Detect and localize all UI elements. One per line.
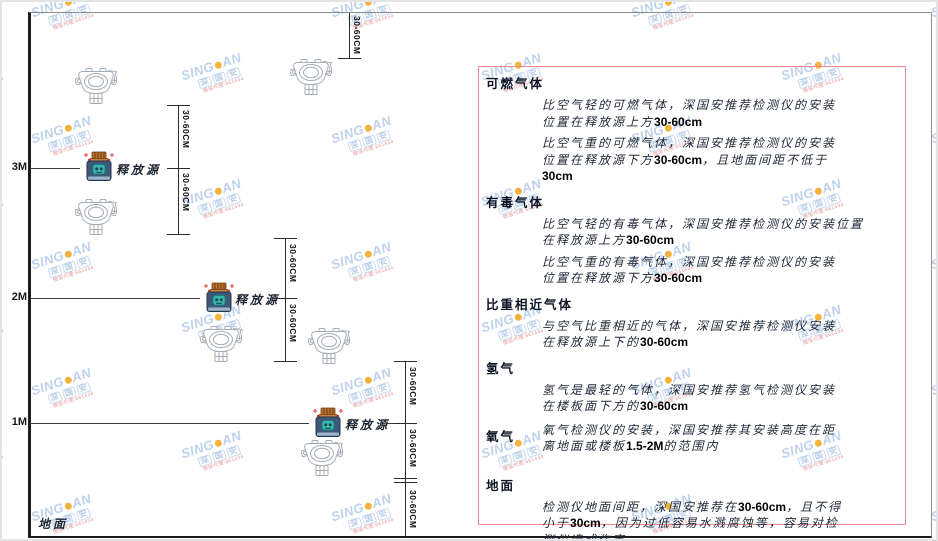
dimension-label: 30-60CM — [181, 110, 191, 149]
dimension-tick — [167, 168, 190, 169]
section-heading: 比重相近气体 — [486, 297, 574, 312]
guideline-section: 氢气 氢气是最轻的气体，深国安推荐氢气检测仪安装 在楼板面下方的30-60cm — [486, 358, 897, 415]
section-heading: 可燃气体 — [486, 77, 545, 91]
guideline-section: 地面 检测仪地面间距，深国安推荐在30-60cm，且不得 小于30cm，因为过低容… — [486, 475, 897, 541]
dimension-label: 30-60CM — [181, 173, 191, 212]
guideline-section: 可燃气体 比空气轻的可燃气体，深国安推荐检测仪的安装 位置在释放源上方30-60c… — [486, 73, 897, 185]
dimension-label: 30-60CM — [288, 244, 298, 283]
dimension-tick — [394, 482, 417, 483]
section-paragraph: 比空气重的有毒气体，深国安推荐检测仪的安装 位置在释放源下方30-60cm — [542, 254, 837, 286]
guideline-panel: 可燃气体 比空气轻的可燃气体，深国安推荐检测仪的安装 位置在释放源上方30-60c… — [478, 66, 906, 539]
dimension-line — [349, 13, 350, 58]
dimension-label: 30-60CM — [352, 16, 362, 55]
section-heading: 氧气 — [486, 429, 516, 444]
dimension-label: 30-60CM — [288, 304, 298, 343]
gas-detector-icon — [308, 328, 350, 364]
dimension-tick — [274, 298, 297, 299]
height-marker-line — [30, 423, 309, 424]
gas-detector-icon — [290, 59, 332, 95]
section-heading: 地面 — [486, 478, 516, 493]
dimension-label: 30-60CM — [408, 429, 418, 468]
dimension-label: 30-60CM — [408, 367, 418, 406]
dimension-tick — [274, 361, 297, 362]
dimension-tick — [394, 361, 417, 362]
release-source-label: 释放源 — [116, 163, 162, 177]
dimension-tick — [338, 58, 361, 59]
dimension-line — [285, 238, 286, 361]
diagram-frame — [28, 12, 932, 538]
dimension-tick — [274, 238, 297, 239]
dimension-tick — [167, 234, 190, 235]
release-source-label: 释放源 — [345, 418, 391, 432]
dimension-tick — [394, 423, 417, 424]
guideline-section: 比重相近气体 与空气比重相近的气体，深国安推荐检测仪安装 在释放源上下的30-60… — [486, 294, 897, 351]
dimension-tick — [394, 478, 417, 479]
guideline-section: 氧气 氧气检测仪的安装，深国安推荐其安装高度在距 离地面或楼板1.5-2M的范围内 — [486, 422, 897, 455]
height-marker-label: 2M — [11, 291, 27, 303]
ground-label: 地面 — [38, 517, 69, 531]
section-paragraph: 比空气重的可燃气体，深国安推荐检测仪的安装 位置在释放源下方30-60cm，且地面… — [542, 136, 837, 183]
release-source-icon — [204, 282, 234, 312]
release-source-icon — [313, 407, 343, 437]
section-paragraph: 氧气检测仪的安装，深国安推荐其安装高度在距 离地面或楼板1.5-2M的范围内 — [542, 422, 837, 454]
height-marker-label: 3M — [11, 161, 27, 173]
dimension-label: 30-60CM — [408, 490, 418, 529]
section-heading: 有毒气体 — [486, 195, 545, 210]
gas-detector-icon — [301, 440, 343, 476]
guideline-section: 有毒气体 比空气轻的有毒气体，深国安推荐检测仪的安装位置 在释放源上方30-60c… — [486, 192, 897, 287]
release-source-icon — [84, 151, 114, 181]
dimension-line — [178, 105, 179, 234]
section-paragraph: 比空气轻的有毒气体，深国安推荐检测仪的安装位置 在释放源上方30-60cm — [542, 216, 865, 248]
gas-detector-icon — [75, 199, 117, 235]
section-heading: 氢气 — [486, 361, 516, 376]
gas-detector-icon — [75, 68, 117, 104]
height-marker-line — [30, 168, 80, 169]
dimension-tick — [167, 105, 190, 106]
height-marker-line — [30, 298, 200, 299]
section-paragraph: 检测仪地面间距，深国安推荐在30-60cm，且不得 小于30cm，因为过低容易水溅… — [542, 499, 843, 541]
section-paragraph: 氢气是最轻的气体，深国安推荐氢气检测仪安装 在楼板面下方的30-60cm — [542, 382, 837, 414]
release-source-label: 释放源 — [235, 293, 281, 307]
section-paragraph: 与空气比重相近的气体，深国安推荐检测仪安装 在释放源上下的30-60cm — [542, 318, 837, 350]
height-marker-label: 1M — [11, 416, 27, 428]
gas-detector-icon — [200, 326, 242, 362]
dimension-line — [405, 361, 406, 538]
section-paragraph: 比空气轻的可燃气体，深国安推荐检测仪的安装 位置在释放源上方30-60cm — [542, 98, 837, 129]
